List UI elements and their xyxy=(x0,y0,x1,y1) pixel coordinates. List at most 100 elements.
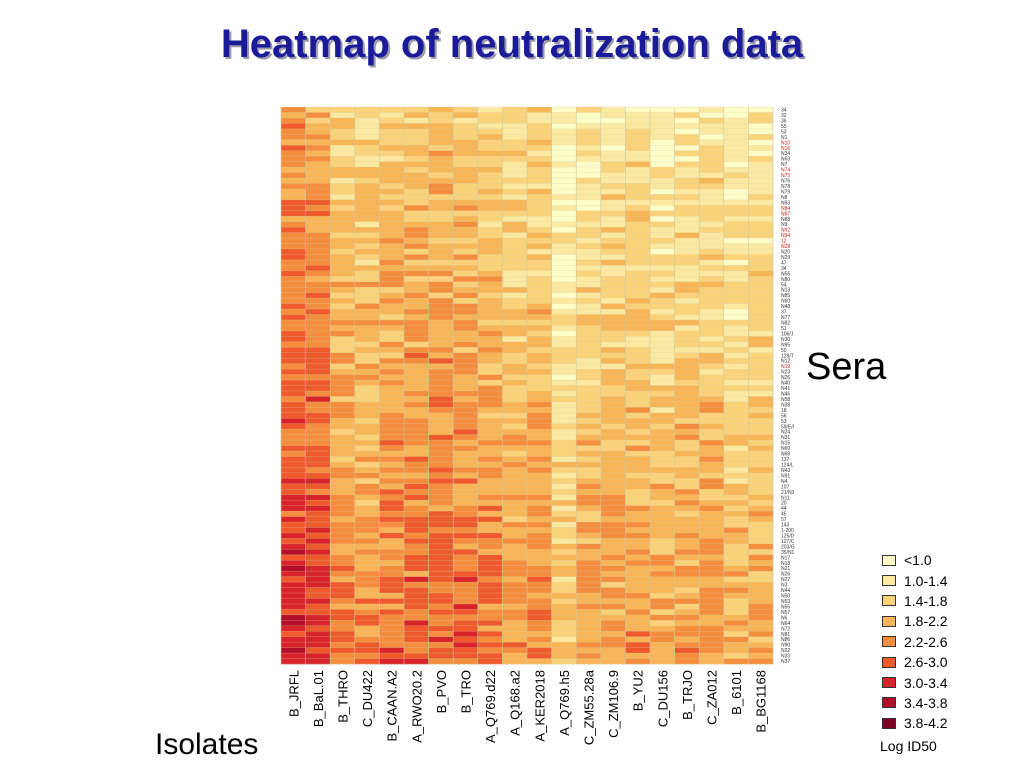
heatmap-cell xyxy=(428,587,454,594)
heatmap-cell xyxy=(723,407,749,414)
heatmap-cell xyxy=(477,401,503,408)
heatmap-cell xyxy=(354,210,380,217)
heatmap-cell xyxy=(650,603,675,610)
heatmap-cell xyxy=(477,128,503,135)
heatmap-cell xyxy=(551,232,577,239)
heatmap-cell xyxy=(330,128,356,135)
heatmap-cell xyxy=(502,199,528,206)
heatmap-cell xyxy=(354,440,380,446)
heatmap-cell xyxy=(477,183,503,190)
heatmap-cell xyxy=(502,123,528,130)
heatmap-cell xyxy=(305,500,331,506)
heatmap-cell xyxy=(330,560,356,567)
heatmap-cell xyxy=(477,107,503,113)
heatmap-cell xyxy=(650,467,675,474)
heatmap-cell xyxy=(354,658,380,665)
column-label: C_DU156 xyxy=(655,670,670,727)
heatmap-cell xyxy=(404,259,429,266)
heatmap-cell xyxy=(502,401,528,408)
heatmap-cell xyxy=(453,647,479,654)
heatmap-cell xyxy=(650,631,675,637)
heatmap-cell xyxy=(650,188,675,195)
heatmap-cell xyxy=(674,511,700,517)
heatmap-cell xyxy=(551,117,577,124)
heatmap-cell xyxy=(404,658,429,665)
row-label: N33 xyxy=(781,654,790,660)
row-label: 32 xyxy=(781,113,787,119)
heatmap-cell xyxy=(674,276,700,283)
heatmap-cell xyxy=(699,494,725,501)
heatmap-cell xyxy=(650,642,675,648)
heatmap-cell xyxy=(625,647,651,654)
heatmap-cell xyxy=(477,614,503,621)
heatmap-cell xyxy=(674,642,700,648)
heatmap-cell xyxy=(723,456,749,463)
heatmap-cell xyxy=(354,571,380,577)
heatmap-cell xyxy=(527,238,552,244)
heatmap-cell xyxy=(305,374,331,381)
heatmap-cell xyxy=(650,576,675,583)
heatmap-cell xyxy=(699,582,725,588)
heatmap-cell xyxy=(527,401,552,408)
heatmap-cell xyxy=(330,516,356,523)
heatmap-cell xyxy=(379,309,405,315)
heatmap-cell xyxy=(600,292,626,299)
heatmap-cell xyxy=(477,434,503,441)
row-label: 34 xyxy=(781,266,787,272)
heatmap-cell xyxy=(477,418,503,425)
row-label: N92 xyxy=(781,228,790,234)
heatmap-cell xyxy=(723,571,749,577)
heatmap-cell xyxy=(330,134,356,141)
heatmap-cell xyxy=(674,117,700,124)
heatmap-cell xyxy=(576,489,602,496)
heatmap-cell xyxy=(379,281,405,288)
heatmap-cell xyxy=(699,298,725,304)
heatmap-cell xyxy=(379,500,405,506)
heatmap-cell xyxy=(625,549,651,556)
heatmap-cell xyxy=(625,543,651,550)
heatmap-cell xyxy=(748,107,774,113)
heatmap-cell xyxy=(674,527,700,534)
heatmap-cell xyxy=(551,461,577,468)
heatmap-cell xyxy=(625,587,651,594)
heatmap-cell xyxy=(674,609,700,616)
heatmap-cell xyxy=(576,494,602,501)
heatmap-cell xyxy=(699,270,725,277)
row-label: N69 xyxy=(781,446,790,452)
heatmap-cell xyxy=(379,565,405,572)
heatmap-cell xyxy=(723,380,749,386)
heatmap-cell xyxy=(551,565,577,572)
heatmap-cell xyxy=(527,243,552,250)
heatmap-cell xyxy=(330,478,356,485)
heatmap-cell xyxy=(305,325,331,332)
heatmap-cell xyxy=(305,631,331,637)
heatmap-cell xyxy=(305,412,331,419)
heatmap-cell xyxy=(674,440,700,446)
heatmap-cell xyxy=(625,472,651,479)
heatmap-cell xyxy=(404,347,429,354)
heatmap-cell xyxy=(428,598,454,605)
heatmap-cell xyxy=(477,325,503,332)
heatmap-cell xyxy=(625,418,651,425)
heatmap-cell xyxy=(477,216,503,222)
heatmap-cell xyxy=(625,352,651,359)
heatmap-cell xyxy=(379,292,405,299)
heatmap-cell xyxy=(354,270,380,277)
heatmap-cell xyxy=(748,390,774,397)
heatmap-cell xyxy=(723,210,749,217)
heatmap-cell xyxy=(674,352,700,359)
heatmap-cell xyxy=(674,210,700,217)
row-label: 59/E/I xyxy=(781,424,794,430)
heatmap-cell xyxy=(527,549,552,556)
heatmap-cell xyxy=(650,243,675,250)
heatmap-cell xyxy=(354,363,380,370)
heatmap-cell xyxy=(699,434,725,441)
heatmap-cell xyxy=(699,112,725,119)
heatmap-cell xyxy=(281,134,306,141)
heatmap-cell xyxy=(674,516,700,523)
heatmap-cell xyxy=(699,571,725,577)
row-label: 50 xyxy=(781,348,787,354)
heatmap-cell xyxy=(354,554,380,561)
heatmap-cell xyxy=(502,325,528,332)
heatmap-cell xyxy=(551,538,577,545)
